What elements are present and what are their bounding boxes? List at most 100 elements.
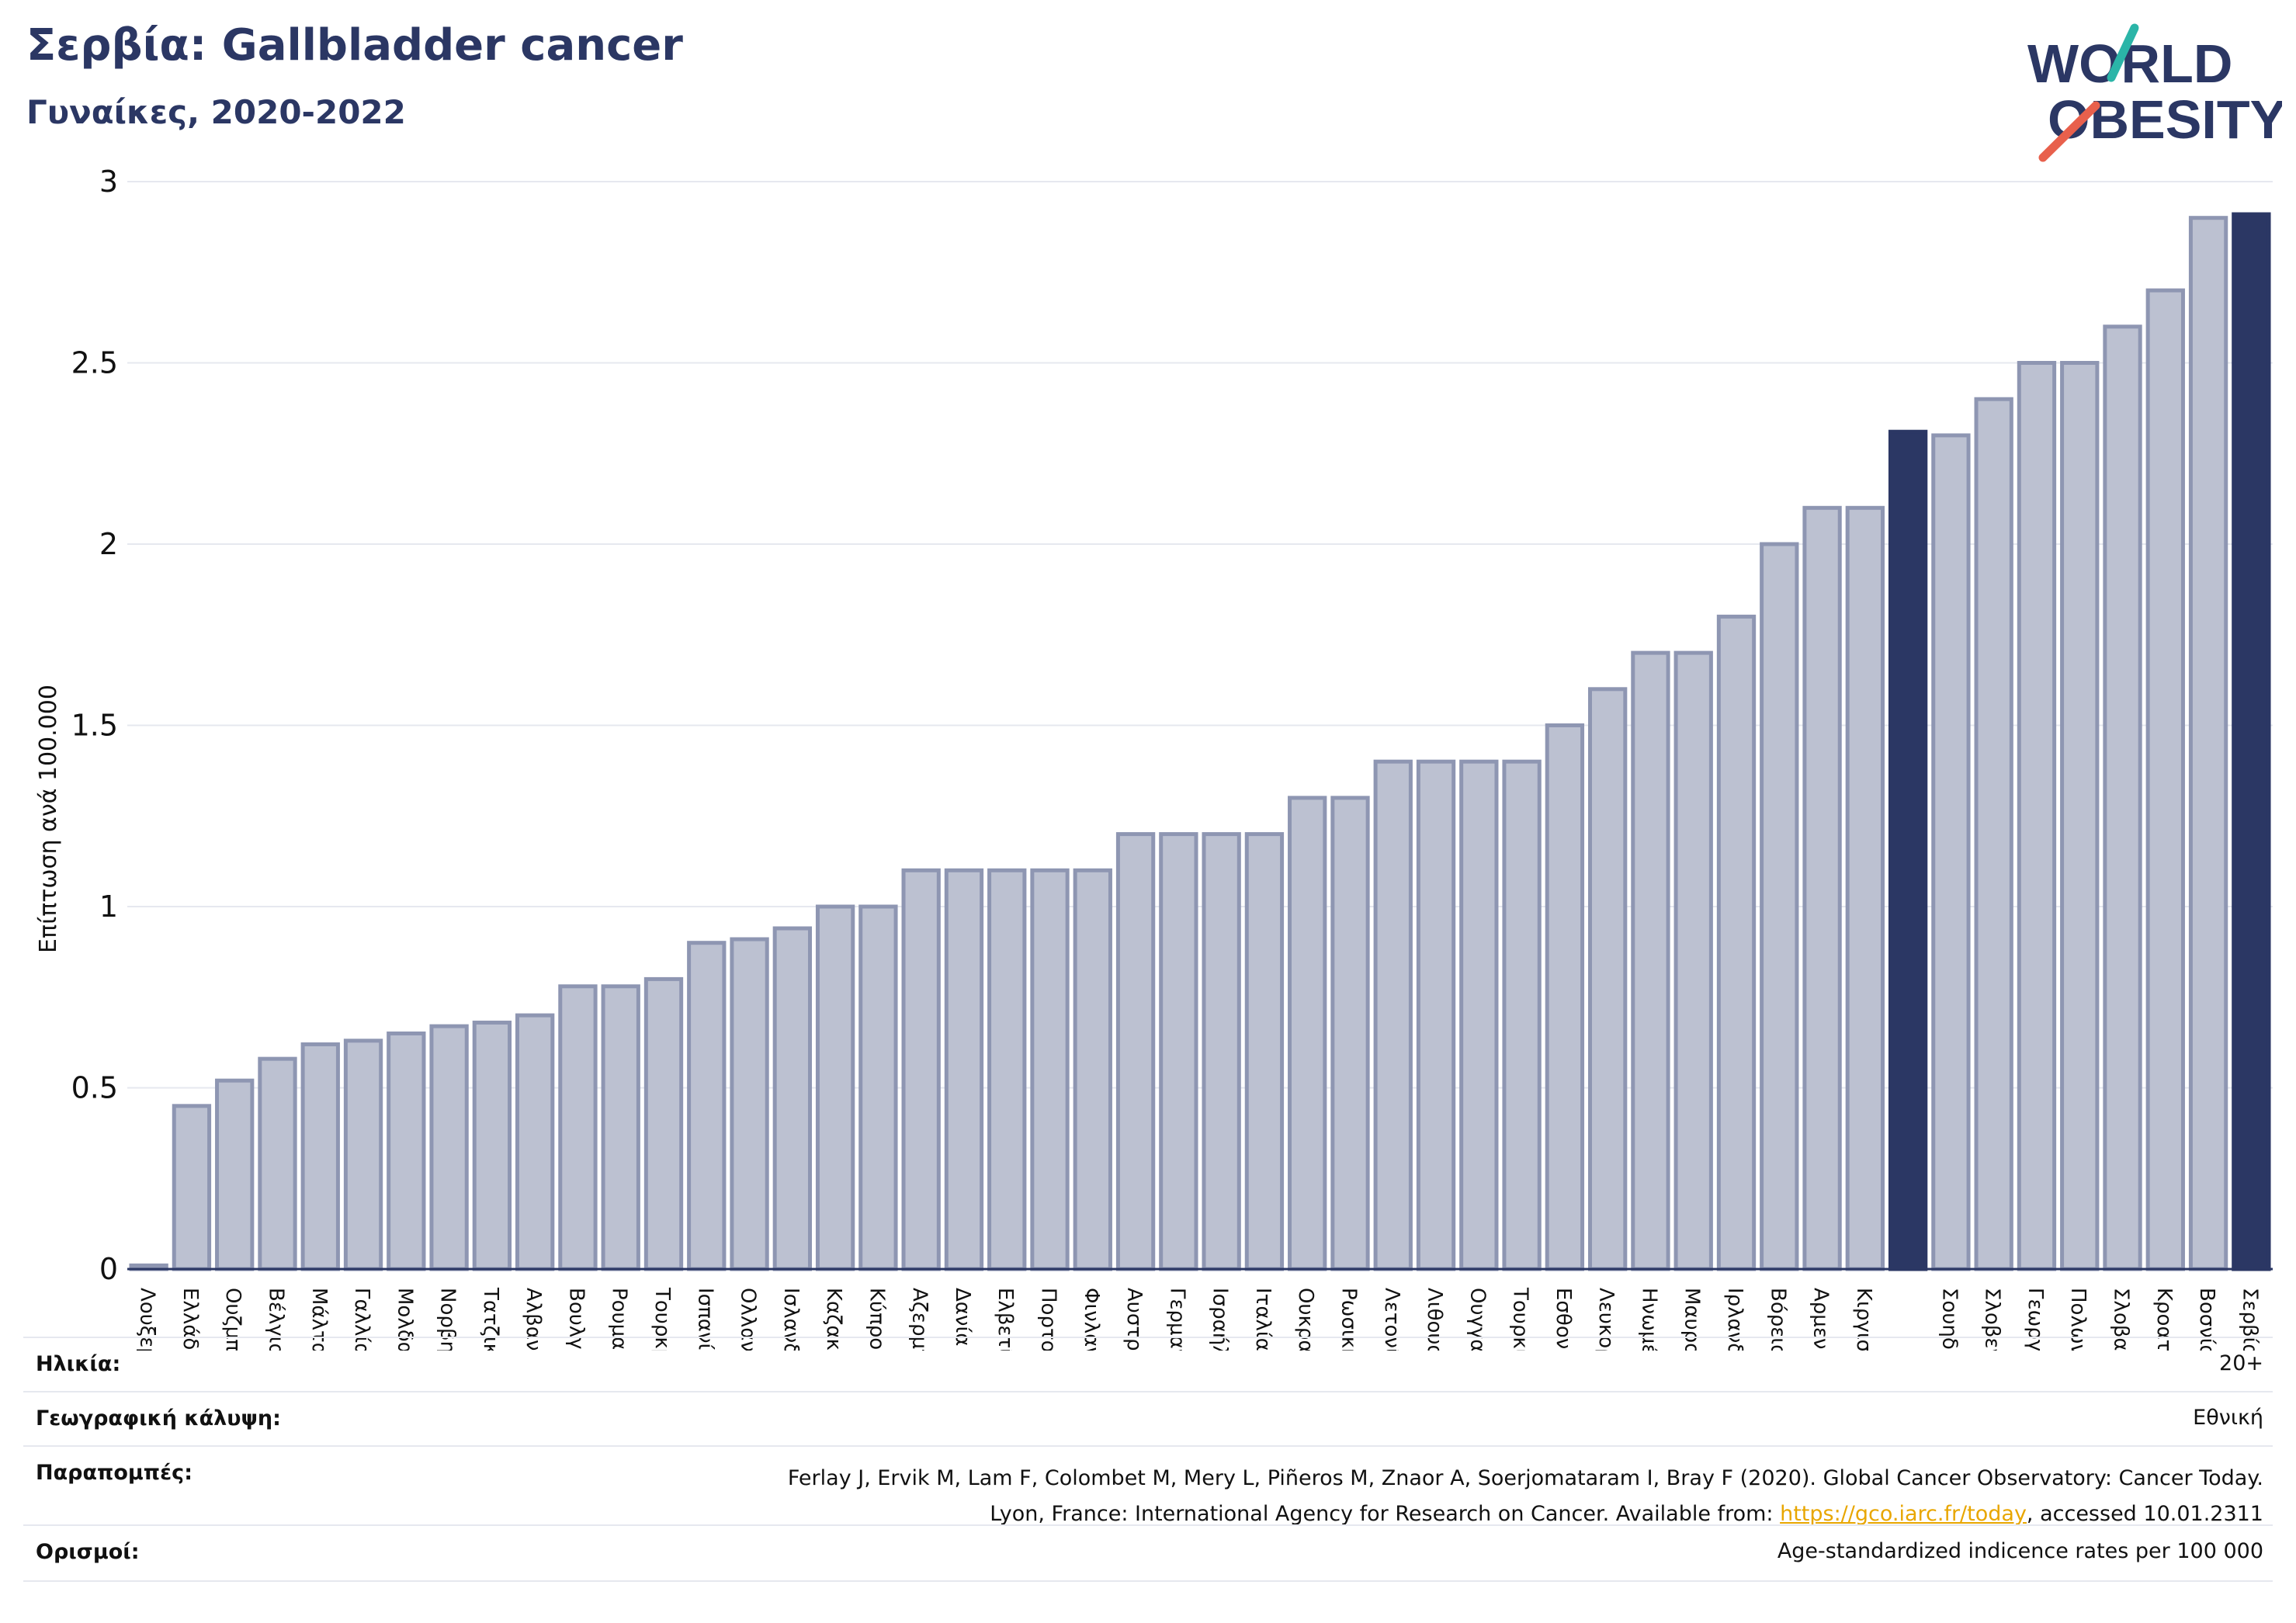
x-tick-label: Ηνωμένο Βασίλειο [1637, 1288, 1660, 1351]
x-tick-label: Σουηδία [1937, 1288, 1961, 1351]
bar [944, 868, 984, 1271]
bar [687, 941, 727, 1271]
reference-line-1: Ferlay J, Ervik M, Lam F, Colombet M, Me… [787, 1466, 2263, 1490]
bar [772, 926, 813, 1271]
x-tick-label: Ουγγαρία [1465, 1288, 1489, 1351]
bar [1802, 505, 1842, 1271]
y-tick-label: 2.5 [71, 346, 118, 380]
reference-line-2: Lyon, France: International Agency for R… [990, 1502, 2263, 1526]
bar [300, 1042, 340, 1271]
bar [1459, 759, 1499, 1271]
bar [1502, 759, 1542, 1271]
x-tick-label: Λευκορωσία [1594, 1288, 1618, 1351]
y-axis-label: Επίπτωση ανά 100.000 [35, 685, 62, 953]
bar [1159, 832, 1198, 1271]
footer-definitions-row: Ορισμοί: Age-standardized indicence rate… [36, 1540, 2263, 1576]
x-tick-label: Ιρλανδία [1723, 1288, 1746, 1351]
bar [1115, 832, 1156, 1271]
x-tick-label: Μαυροβούνιο [1680, 1288, 1704, 1351]
x-tick-label: Αλβανία [522, 1288, 545, 1351]
bar [1244, 832, 1285, 1271]
logo-slash-red [2038, 101, 2100, 162]
bar [1587, 687, 1628, 1271]
bar [2145, 288, 2185, 1271]
bar [1974, 397, 2013, 1271]
x-tick-label: Σλοβακία [2110, 1288, 2133, 1351]
bar [387, 1031, 426, 1271]
y-tick-label: 2 [99, 527, 118, 561]
x-tick-label: Κιργιστάν [1852, 1288, 1875, 1351]
bar [1288, 796, 1327, 1271]
bar [1631, 650, 1670, 1271]
x-tick-label: Ισλανδία [779, 1288, 803, 1351]
x-tick-label: Λουξεμβούργο [136, 1288, 159, 1351]
x-tick-label: Φινλανδία [1080, 1288, 1103, 1351]
bars [129, 212, 2271, 1271]
x-tick-label: Πολωνία [2066, 1288, 2090, 1351]
footer-age-value: 20+ [2219, 1351, 2263, 1375]
x-tick-label: Σερβία [2238, 1288, 2261, 1351]
x-tick-label: Λετονία [1380, 1288, 1403, 1351]
bar [558, 984, 598, 1271]
x-tick-label: Πορτογαλία [1037, 1288, 1060, 1351]
x-tick-label: Ελλάδα [179, 1288, 202, 1351]
bar [1931, 433, 1971, 1271]
footer-divider [23, 1391, 2273, 1392]
bar [1716, 614, 1757, 1271]
bar [1888, 429, 1928, 1271]
x-tick-label: Βουλγαρία [564, 1288, 588, 1351]
x-tick-label: Καζακστάν [822, 1288, 845, 1351]
bar [172, 1104, 212, 1271]
bar [2188, 216, 2228, 1271]
chart-subtitle: Γυναίκες, 2020-2022 [26, 93, 406, 131]
y-tick-label: 0.5 [71, 1071, 118, 1105]
bar [1416, 759, 1456, 1271]
bar [1073, 868, 1112, 1271]
x-tick-label: Ουκρανία [1294, 1288, 1317, 1351]
x-axis-labels: Λουξεμβούργο Ελλάδα Ουζμπεκιστάν Βέλγιο Μάλτ… [136, 1287, 2262, 1351]
logo-slash-teal [2107, 23, 2139, 82]
bar [1545, 723, 1585, 1271]
x-tick-label: Εσθονία [1552, 1288, 1575, 1351]
bar [2017, 361, 2057, 1271]
x-tick-label: Γεωργία [2024, 1288, 2047, 1351]
y-tick-label: 3 [99, 165, 118, 199]
bar [1673, 650, 1713, 1271]
x-tick-label: Βόρεια Μακεδονία [1766, 1288, 1789, 1351]
bar [1330, 796, 1370, 1271]
footer-coverage-label: Γεωγραφική κάλυψη: [36, 1406, 281, 1431]
bar [472, 1020, 512, 1271]
bar [1760, 542, 1799, 1271]
bar [601, 984, 640, 1271]
x-tick-label: Ολλανδία [737, 1288, 760, 1351]
x-tick-label: Τουρκία [1509, 1287, 1532, 1351]
x-tick-label: Ουζμπεκιστάν [221, 1288, 245, 1351]
world-obesity-logo: WORLD OBESITY [2027, 23, 2282, 162]
x-tick-label: Μάλτα [307, 1288, 331, 1351]
bar [1202, 832, 1241, 1271]
bar [515, 1013, 555, 1271]
x-tick-label: Βέλγιο [264, 1288, 287, 1351]
x-tick-label: Βοσνία και Ερζεγοβίνη [2195, 1288, 2218, 1351]
x-tick-label: Γαλλία [350, 1288, 373, 1351]
gco-link[interactable]: https://gco.iarc.fr/today [1780, 1502, 2027, 1526]
x-tick-label: Ιταλία [1251, 1288, 1275, 1351]
bar [429, 1024, 469, 1271]
bar [901, 868, 941, 1271]
footer-coverage-row: Γεωγραφική κάλυψη: Εθνική [36, 1406, 2263, 1442]
bar [1373, 759, 1413, 1271]
footer-definitions-label: Ορισμοί: [36, 1540, 140, 1564]
x-tick-label: Κροατία [2152, 1288, 2176, 1351]
bar [258, 1056, 297, 1271]
y-tick-label: 1 [99, 890, 118, 924]
bar [858, 904, 898, 1271]
x-tick-label: Ρωσική Ομοσπονδία [1337, 1288, 1360, 1351]
x-tick-label: Σλοβενία [1981, 1288, 2004, 1351]
x-tick-label: Κύπρος [865, 1288, 888, 1351]
x-tick-label: Αζερμπαϊτζάν [908, 1288, 931, 1351]
x-tick-label: Ρουμανία [608, 1288, 631, 1351]
footer-divider [23, 1524, 2273, 1526]
footer-age-label: Ηλικία: [36, 1352, 121, 1376]
footer-references-value: Ferlay J, Ervik M, Lam F, Colombet M, Me… [788, 1461, 2263, 1532]
x-tick-label: Δανία [951, 1288, 974, 1346]
